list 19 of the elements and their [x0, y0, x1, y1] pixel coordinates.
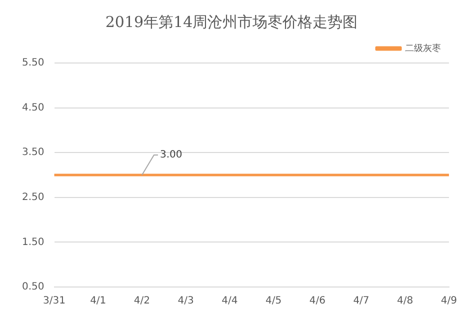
x-tick-label: 4/7 [353, 296, 370, 307]
x-tick-label: 4/6 [309, 296, 326, 307]
x-tick-label: 4/3 [178, 296, 194, 307]
x-tick-label: 4/4 [222, 296, 238, 307]
x-tick-label: 3/31 [43, 296, 66, 307]
y-tick-label: 2.50 [22, 192, 44, 203]
x-tick-label: 4/5 [265, 296, 282, 307]
x-tick-label: 4/2 [134, 296, 150, 307]
legend-label: 二级灰枣 [405, 42, 441, 54]
y-tick-label: 3.50 [22, 147, 44, 158]
y-tick-label: 1.50 [22, 236, 44, 248]
y-tick-label: 5.50 [22, 58, 44, 69]
annotation: 3.00 [160, 150, 182, 161]
chart-title: 2019年第14周沧州市场枣价格走势图 [105, 12, 358, 31]
x-tick-label: 4/9 [440, 296, 457, 307]
y-tick-label: 4.50 [22, 102, 44, 114]
x-tick-label: 4/8 [397, 296, 414, 307]
x-tick-label: 4/1 [90, 296, 106, 307]
y-tick-label: 0.50 [22, 282, 44, 293]
